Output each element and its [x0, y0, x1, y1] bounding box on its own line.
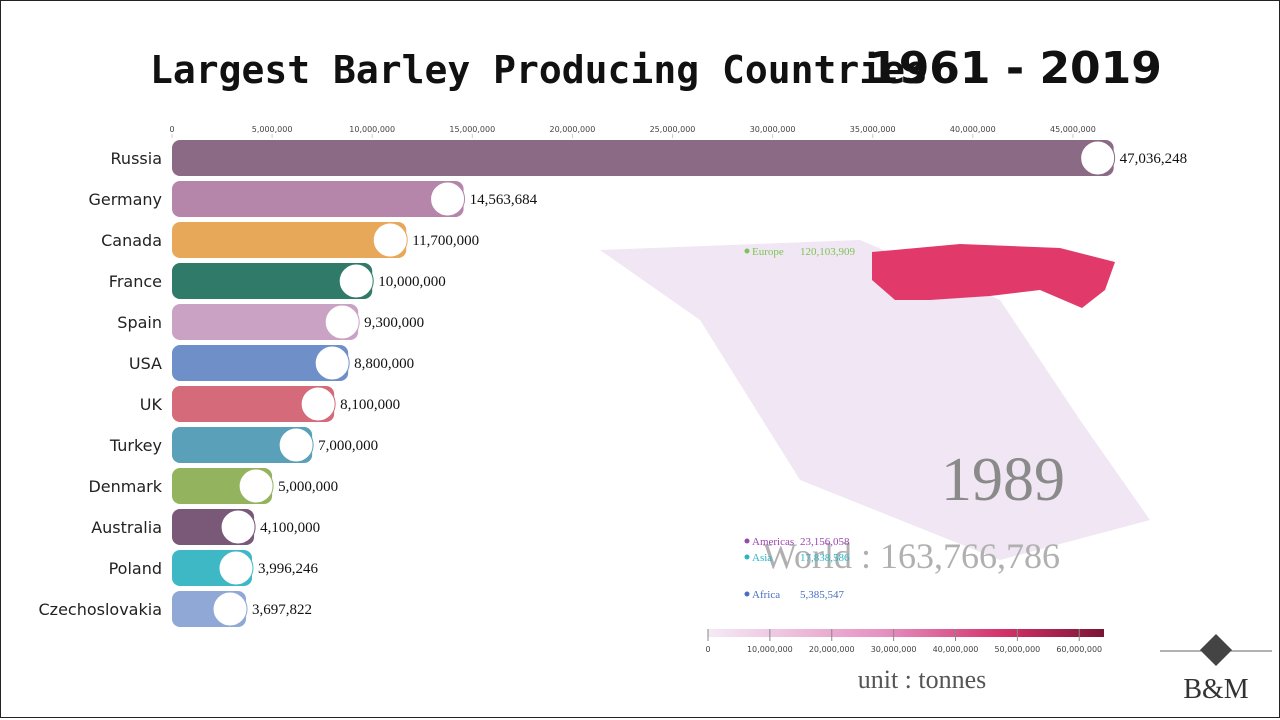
bar: [172, 304, 359, 340]
region-name: Asia: [752, 552, 772, 564]
flag: [300, 386, 336, 422]
scale-tick-label: 10,000,000: [747, 645, 793, 654]
flag: [430, 181, 466, 217]
category-label: Czechoslovakia: [39, 600, 163, 619]
logo: B&M: [1183, 674, 1248, 705]
color-scale: [708, 629, 1104, 637]
x-tick-label: 15,000,000: [449, 125, 495, 134]
unit-label: unit : tonnes: [858, 665, 987, 694]
flag: [338, 263, 374, 299]
value-label: 14,563,684: [470, 192, 538, 208]
chart-subtitle: 1961 - 2019: [868, 43, 1162, 94]
scale-tick-label: 30,000,000: [871, 645, 917, 654]
value-label: 10,000,000: [378, 274, 446, 290]
x-tick-label: 5,000,000: [252, 125, 293, 134]
value-label: 3,996,246: [258, 561, 319, 577]
flag: [278, 427, 314, 463]
region-value: 17,838,586: [800, 552, 850, 564]
value-label: 47,036,248: [1120, 151, 1188, 167]
value-label: 8,100,000: [340, 397, 400, 413]
category-label: Spain: [117, 313, 162, 332]
category-label: Poland: [109, 559, 162, 578]
category-label: Russia: [111, 149, 162, 168]
category-label: USA: [129, 354, 162, 373]
region-dot: [744, 554, 750, 560]
x-tick-label: 30,000,000: [750, 125, 796, 134]
flag: [220, 509, 256, 545]
x-tick-label: 0: [169, 125, 174, 134]
category-label: Denmark: [88, 477, 162, 496]
x-tick-label: 25,000,000: [650, 125, 696, 134]
region-name: Europe: [752, 246, 784, 258]
category-label: France: [109, 272, 162, 291]
scale-tick-label: 50,000,000: [994, 645, 1040, 654]
flag: [1080, 140, 1116, 176]
bar: [172, 386, 335, 422]
category-label: Turkey: [109, 436, 162, 455]
x-tick-label: 10,000,000: [349, 125, 395, 134]
value-label: 3,697,822: [252, 602, 312, 618]
flag: [238, 468, 274, 504]
x-tick-label: 35,000,000: [850, 125, 896, 134]
flag: [324, 304, 360, 340]
flag: [212, 591, 248, 627]
value-label: 8,800,000: [354, 356, 414, 372]
x-tick-label: 45,000,000: [1050, 125, 1096, 134]
logo-mark: [1200, 634, 1232, 666]
value-label: 11,700,000: [412, 233, 479, 249]
scale-tick-label: 20,000,000: [809, 645, 855, 654]
bar: [172, 345, 349, 381]
bar: [172, 181, 464, 217]
bar: [172, 263, 373, 299]
flag: [314, 345, 350, 381]
region-value: 5,385,547: [800, 589, 845, 601]
bar: [172, 140, 1114, 176]
region-value: 23,156,058: [800, 536, 850, 548]
year-label: 1989: [941, 446, 1065, 514]
region-value: 120,103,909: [800, 246, 856, 258]
scale-tick-label: 0: [705, 645, 710, 654]
region-dot: [744, 248, 750, 254]
flag: [218, 550, 254, 586]
category-label: Canada: [101, 231, 162, 250]
region-name: Africa: [752, 589, 780, 601]
map-russia: [872, 244, 1115, 308]
category-label: UK: [140, 395, 163, 414]
value-label: 4,100,000: [260, 520, 320, 536]
region-dot: [744, 538, 750, 544]
region-name: Americas: [752, 536, 794, 548]
value-label: 5,000,000: [278, 479, 338, 495]
category-label: Australia: [91, 518, 162, 537]
value-label: 7,000,000: [318, 438, 378, 454]
scale-tick-label: 40,000,000: [933, 645, 979, 654]
flag: [372, 222, 408, 258]
bar: [172, 222, 407, 258]
x-tick-label: 20,000,000: [549, 125, 595, 134]
bar: [172, 427, 313, 463]
chart-title: Largest Barley Producing Countries: [150, 48, 928, 92]
scale-tick-label: 60,000,000: [1056, 645, 1102, 654]
category-label: Germany: [88, 190, 162, 209]
region-dot: [744, 591, 750, 597]
world-total: World : 163,766,786: [763, 536, 1060, 576]
x-tick-label: 40,000,000: [950, 125, 996, 134]
value-label: 9,300,000: [364, 315, 424, 331]
world-map: [600, 240, 1150, 560]
